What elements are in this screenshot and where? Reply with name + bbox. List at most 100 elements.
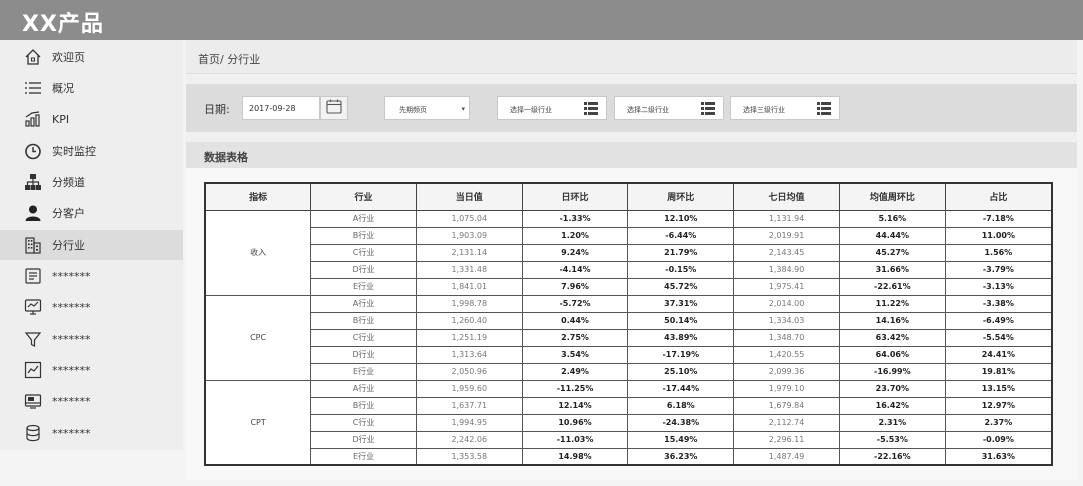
value-cell: 1,998.78: [415, 294, 523, 313]
value-cell: 1,903.09: [415, 226, 523, 245]
dod-cell: 3.54%: [521, 345, 629, 364]
section-title: 数据表格: [204, 151, 248, 164]
column-header: 占比: [944, 182, 1053, 211]
share-cell: 1.56%: [944, 243, 1053, 262]
avg-wow-cell: 2.31%: [838, 413, 946, 432]
industry-cell: B行业: [310, 311, 417, 330]
avg-wow-cell: 23.70%: [838, 379, 946, 398]
metric-cell: CPC: [204, 294, 312, 381]
table-row: B行业 1,637.71 12.14% 6.18% 1,679.84 16.42% 12.9…: [205, 396, 1053, 415]
share-cell: 31.63%: [944, 447, 1053, 466]
share-cell: 12.97%: [944, 396, 1053, 415]
column-header: 七日均值: [733, 182, 840, 211]
sidebar-item-label: *******: [52, 269, 91, 283]
sidebar-item-realtime[interactable]: 实时监控: [0, 136, 183, 166]
sidebar-item-industry[interactable]: 分行业: [0, 230, 183, 260]
avg7-cell: 2,112.74: [733, 413, 840, 432]
dod-cell: 2.49%: [521, 362, 629, 381]
metric-cell: CPT: [204, 379, 312, 466]
hierarchy-icon: [22, 171, 44, 193]
wow-cell: -6.44%: [627, 226, 735, 245]
avg-wow-cell: 31.66%: [838, 260, 946, 279]
wow-cell: -17.19%: [627, 345, 735, 364]
calendar-button[interactable]: [320, 96, 348, 120]
sidebar-item-7[interactable]: *******: [0, 261, 183, 291]
avg-wow-cell: 64.06%: [838, 345, 946, 364]
building-icon: [22, 234, 44, 256]
breadcrumb[interactable]: 首页/ 分行业: [198, 53, 261, 66]
wow-cell: 37.31%: [627, 294, 735, 313]
wow-cell: -24.38%: [627, 413, 735, 432]
value-cell: 1,353.58: [415, 447, 523, 466]
dod-cell: -11.25%: [521, 379, 629, 398]
industry-cell: D行业: [310, 260, 417, 279]
timer-icon: [22, 140, 44, 162]
wow-cell: 12.10%: [627, 209, 735, 228]
chevron-down-icon: ▾: [461, 105, 465, 113]
table-row: CPC A行业 1,998.78 -5.72% 37.31% 2,014.00 11.22%…: [204, 294, 1053, 381]
sidebar-item-welcome[interactable]: 欢迎页: [0, 42, 183, 72]
wow-cell: 50.14%: [627, 311, 735, 330]
industry-level1-select[interactable]: 选择一级行业: [497, 96, 607, 120]
compare-period-select[interactable]: 先期频页 ▾: [384, 96, 470, 120]
industry-cell: B行业: [310, 396, 417, 415]
industry-cell: E行业: [310, 277, 417, 296]
industry-level3-placeholder: 选择三级行业: [743, 106, 785, 114]
table-row: B行业 1,260.40 0.44% 50.14% 1,334.03 14.16% -6.4…: [205, 311, 1053, 330]
share-cell: -7.18%: [944, 209, 1053, 228]
screen-icon: [22, 390, 44, 412]
dod-cell: 7.96%: [521, 277, 629, 296]
table-panel: 指标 行业 当日值 日环比 周环比 七日均值 均值周环比 占比 收入 A行业 1,0…: [186, 168, 1077, 480]
wow-cell: 15.49%: [627, 430, 735, 449]
sidebar-item-label: 分客户: [52, 207, 85, 220]
industry-cell: D行业: [310, 345, 417, 364]
column-header: 行业: [310, 182, 417, 211]
column-header: 当日值: [415, 182, 523, 211]
table-row: C行业 1,251.19 2.75% 43.89% 1,348.70 63.42% -5.5…: [205, 328, 1053, 347]
avg7-cell: 2,143.45: [733, 243, 840, 262]
wow-cell: 43.89%: [627, 328, 735, 347]
avg7-cell: 2,019.91: [733, 226, 840, 245]
sidebar-item-kpi[interactable]: KPI: [0, 104, 183, 134]
avg7-cell: 1,487.49: [733, 447, 840, 466]
avg7-cell: 2,099.36: [733, 362, 840, 381]
sidebar-item-label: *******: [52, 363, 91, 377]
list-icon: [22, 77, 44, 99]
avg7-cell: 1,348.70: [733, 328, 840, 347]
value-cell: 1,959.60: [415, 379, 523, 398]
industry-level2-select[interactable]: 选择二级行业: [614, 96, 724, 120]
app-header: XX产品: [0, 0, 1083, 40]
share-cell: -0.09%: [944, 430, 1053, 449]
sidebar-item-label: *******: [52, 426, 91, 440]
share-cell: -3.13%: [944, 277, 1053, 296]
dod-cell: 9.24%: [521, 243, 629, 262]
industry-cell: C行业: [310, 243, 417, 262]
value-cell: 2,131.14: [415, 243, 523, 262]
dod-cell: -4.14%: [521, 260, 629, 279]
sidebar-item-9[interactable]: *******: [0, 324, 183, 354]
industry-level2-placeholder: 选择二级行业: [627, 106, 669, 114]
sidebar-item-12[interactable]: *******: [0, 418, 183, 448]
column-header: 指标: [204, 182, 312, 211]
industry-cell: C行业: [310, 413, 417, 432]
dod-cell: 0.44%: [521, 311, 629, 330]
line-chart-icon: [22, 359, 44, 381]
sidebar-item-overview[interactable]: 概况: [0, 73, 183, 103]
home-icon: [22, 46, 44, 68]
sidebar-item-channel[interactable]: 分频道: [0, 167, 183, 197]
date-input[interactable]: 2017-09-28: [242, 96, 320, 120]
sidebar-item-customer[interactable]: 分客户: [0, 198, 183, 228]
table-row: D行业 1,313.64 3.54% -17.19% 1,420.55 64.06% 24.…: [205, 345, 1053, 364]
table-row: E行业 1,353.58 14.98% 36.23% 1,487.49 -22.16% 31…: [205, 447, 1053, 466]
avg-wow-cell: -22.61%: [838, 277, 946, 296]
sidebar-item-11[interactable]: *******: [0, 386, 183, 416]
industry-level3-select[interactable]: 选择三级行业: [730, 96, 840, 120]
value-cell: 1,313.64: [415, 345, 523, 364]
share-cell: 2.37%: [944, 413, 1053, 432]
sidebar-item-label: 分行业: [52, 239, 85, 252]
sidebar-item-10[interactable]: *******: [0, 355, 183, 385]
calendar-icon: [326, 99, 342, 118]
sidebar-item-8[interactable]: *******: [0, 292, 183, 322]
avg-wow-cell: 63.42%: [838, 328, 946, 347]
avg7-cell: 1,334.03: [733, 311, 840, 330]
